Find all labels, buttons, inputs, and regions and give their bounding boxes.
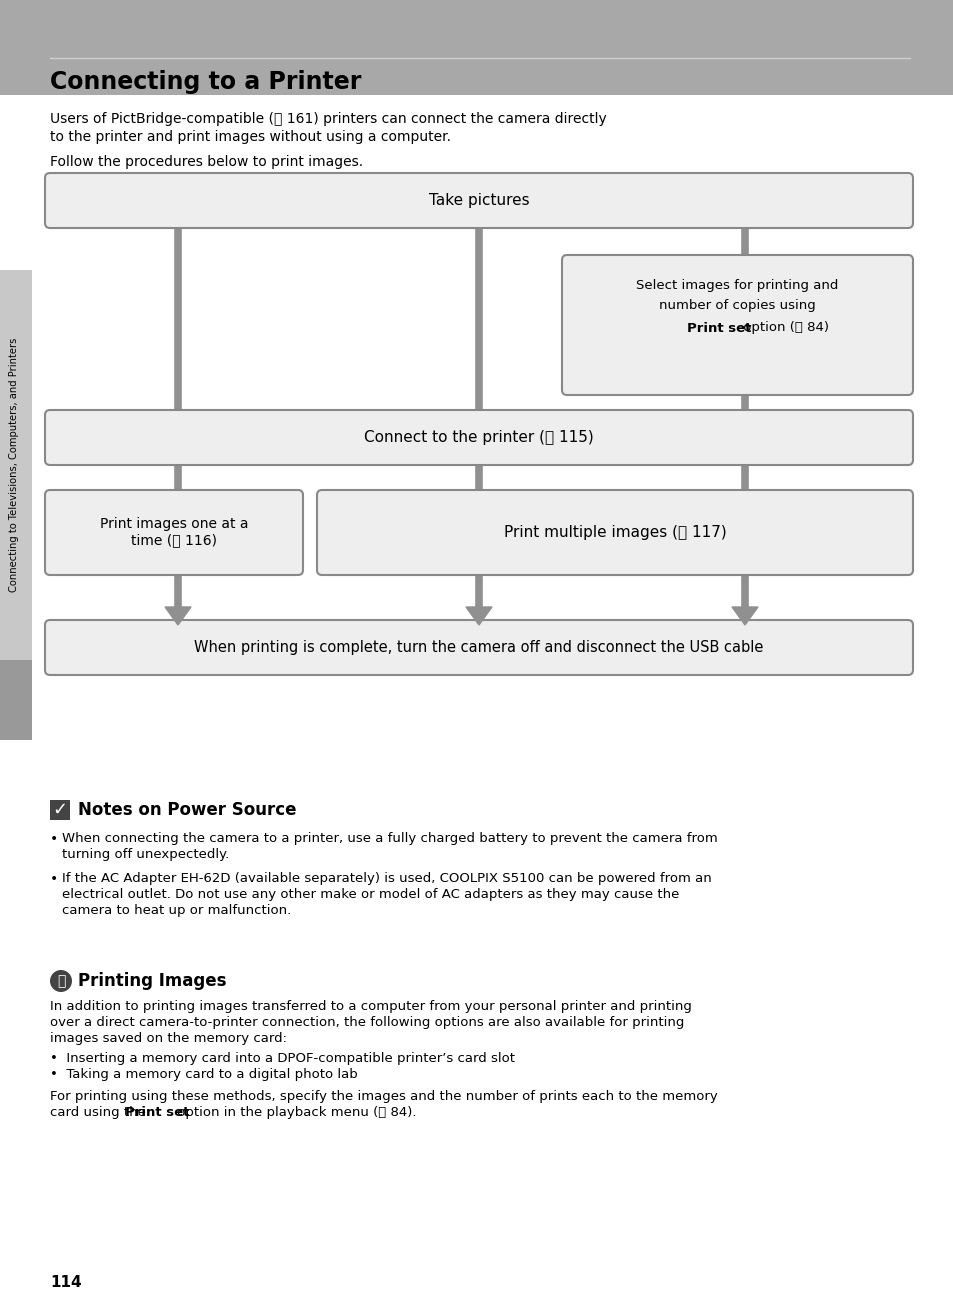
Bar: [0, 0, 953, 95]
Text: option (⧉ 84): option (⧉ 84): [739, 322, 828, 335]
Text: number of copies using: number of copies using: [659, 298, 815, 311]
Text: Print multiple images (⧉ 117): Print multiple images (⧉ 117): [503, 526, 725, 540]
Text: •  Taking a memory card to a digital photo lab: • Taking a memory card to a digital phot…: [50, 1068, 357, 1081]
Text: If the AC Adapter EH-62D (available separately) is used, COOLPIX S5100 can be po: If the AC Adapter EH-62D (available sepa…: [62, 872, 711, 886]
Text: Print set: Print set: [687, 322, 751, 335]
Polygon shape: [731, 607, 758, 625]
FancyBboxPatch shape: [316, 490, 912, 576]
Bar: [0, 660, 32, 740]
Text: to the printer and print images without using a computer.: to the printer and print images without …: [50, 130, 451, 145]
FancyBboxPatch shape: [561, 255, 912, 396]
Text: For printing using these methods, specify the images and the number of prints ea: For printing using these methods, specif…: [50, 1091, 717, 1102]
Text: Select images for printing and: Select images for printing and: [636, 279, 838, 292]
FancyBboxPatch shape: [45, 620, 912, 675]
Text: electrical outlet. Do not use any other make or model of AC adapters as they may: electrical outlet. Do not use any other …: [62, 888, 679, 901]
Text: ⌕: ⌕: [57, 974, 65, 988]
Text: Connecting to Televisions, Computers, and Printers: Connecting to Televisions, Computers, an…: [9, 338, 19, 593]
Text: Connecting to a Printer: Connecting to a Printer: [50, 70, 361, 95]
Text: Follow the procedures below to print images.: Follow the procedures below to print ima…: [50, 155, 363, 170]
FancyBboxPatch shape: [45, 490, 303, 576]
FancyBboxPatch shape: [45, 410, 912, 465]
Text: 114: 114: [50, 1275, 82, 1290]
Circle shape: [50, 970, 71, 992]
Text: Notes on Power Source: Notes on Power Source: [78, 802, 296, 819]
Text: Users of PictBridge-compatible (⧉ 161) printers can connect the camera directly: Users of PictBridge-compatible (⧉ 161) p…: [50, 112, 606, 126]
Text: When connecting the camera to a printer, use a fully charged battery to prevent : When connecting the camera to a printer,…: [62, 832, 717, 845]
Bar: [50, 800, 70, 820]
Text: card using the: card using the: [50, 1106, 150, 1120]
Bar: [0, 269, 32, 740]
Text: turning off unexpectedly.: turning off unexpectedly.: [62, 848, 229, 861]
Text: In addition to printing images transferred to a computer from your personal prin: In addition to printing images transferr…: [50, 1000, 691, 1013]
Text: •: •: [50, 872, 58, 886]
Text: Print images one at a
time (⧉ 116): Print images one at a time (⧉ 116): [100, 518, 248, 548]
Text: camera to heat up or malfunction.: camera to heat up or malfunction.: [62, 904, 291, 917]
Text: •  Inserting a memory card into a DPOF-compatible printer’s card slot: • Inserting a memory card into a DPOF-co…: [50, 1053, 515, 1066]
Text: Take pictures: Take pictures: [428, 193, 529, 208]
Text: over a direct camera-to-printer connection, the following options are also avail: over a direct camera-to-printer connecti…: [50, 1016, 683, 1029]
Text: •: •: [50, 832, 58, 846]
Polygon shape: [165, 607, 191, 625]
Polygon shape: [465, 607, 492, 625]
Text: ✓: ✓: [52, 802, 68, 819]
Text: When printing is complete, turn the camera off and disconnect the USB cable: When printing is complete, turn the came…: [194, 640, 763, 654]
Text: option in the playback menu (⧉ 84).: option in the playback menu (⧉ 84).: [172, 1106, 416, 1120]
FancyBboxPatch shape: [45, 173, 912, 229]
Text: images saved on the memory card:: images saved on the memory card:: [50, 1031, 287, 1045]
Text: Connect to the printer (⧉ 115): Connect to the printer (⧉ 115): [364, 430, 594, 445]
Text: Print set: Print set: [125, 1106, 190, 1120]
Text: Printing Images: Printing Images: [78, 972, 226, 989]
